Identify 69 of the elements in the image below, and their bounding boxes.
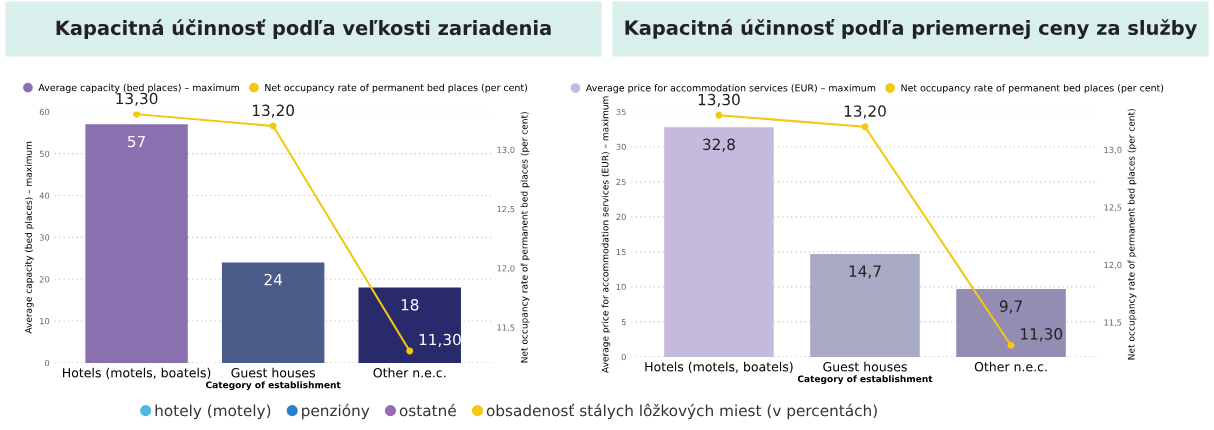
data-label: 32,8 (703, 138, 735, 152)
point (269, 122, 277, 130)
data-label: 13,20 (252, 104, 294, 118)
legend-label: Net occupancy rate of permanent bed places (per cent) (265, 83, 527, 93)
y2-tick-label: 12,5 (497, 205, 515, 214)
data-label: 57 (128, 135, 145, 148)
x-tick-label: Hotels (motels, boatels) (645, 361, 793, 373)
y-axis-title: Average capacity (bed places) – maximum (24, 141, 34, 334)
y-tick-label: 20 (616, 213, 626, 221)
y-tick-label: 30 (39, 234, 50, 241)
y-tick-label: 40 (39, 192, 50, 199)
chart-title: Kapacitná účinnosť podľa veľkosti zariadenia (56, 19, 551, 39)
point (133, 111, 141, 118)
point (715, 111, 723, 119)
y2-tick-label: 12,0 (497, 265, 515, 273)
y2-axis-title: Net occupancy rate of permanent bed places (per cent) (1127, 109, 1137, 360)
y-tick-label: 10 (40, 318, 50, 325)
text: ostatné (399, 403, 456, 417)
y-tick-label: 20 (39, 276, 50, 283)
x-tick-label: Other n.e.c. (974, 361, 1047, 372)
y-tick-label: 15 (616, 248, 626, 256)
data-label: 18 (401, 298, 419, 311)
bar (221, 262, 325, 363)
data-label: 11,30 (419, 333, 461, 347)
data-label: 11,30 (1021, 328, 1063, 342)
y-axis-title: Average price for accommodation services (EUR) – maximum (601, 96, 611, 373)
y-tick-label: 50 (39, 150, 50, 157)
y2-tick-label: 12,5 (1104, 204, 1122, 212)
x-tick-label: Hotels (motels, boatels) (63, 367, 211, 379)
legend-label: Net occupancy rate of permanent bed places (per cent) (901, 84, 1164, 94)
y-tick-label: 0 (621, 353, 626, 361)
legend-label: Average price for accommodation services (EUR) – maximum (585, 84, 876, 94)
text: hotely (motely) (155, 404, 271, 420)
y-tick-label: 25 (616, 178, 626, 186)
bar (810, 253, 920, 357)
data-label: 9,7 (999, 300, 1022, 314)
y-tick-label: 0 (45, 359, 50, 367)
y2-tick-label: 13,0 (497, 146, 515, 154)
y2-tick-label: 12,0 (1104, 261, 1122, 269)
y-tick-label: 5 (621, 318, 626, 326)
x-tick-label: Guest houses (231, 367, 315, 378)
text: obsadenosť stálych lôžkových miest (v percentách) (486, 403, 877, 420)
point (861, 123, 869, 131)
text: penzióny (302, 403, 370, 420)
y-tick-label: 10 (616, 283, 626, 291)
y-tick-label: 30 (616, 143, 626, 151)
data-label: 24 (264, 273, 283, 286)
y2-tick-label: 11,5 (497, 324, 515, 332)
legend-label: Average capacity (bed places) – maximum (38, 83, 239, 93)
point (1007, 341, 1015, 349)
x-axis-title: Category of establishment (206, 381, 341, 391)
y2-tick-label: 11,5 (1104, 319, 1122, 327)
y2-axis-title: Net occupancy rate of permanent bed places (per cent) (520, 112, 530, 363)
bar (956, 288, 1066, 357)
x-tick-label: Other n.e.c. (373, 367, 446, 378)
y2-tick-label: 13,0 (1104, 146, 1122, 154)
point (406, 347, 414, 355)
bar (664, 127, 774, 357)
y-tick-label: 35 (616, 108, 626, 116)
data-label: 14,7 (849, 265, 881, 279)
bar (85, 124, 188, 363)
x-tick-label: Guest houses (823, 361, 907, 372)
data-label: 13,20 (844, 105, 886, 119)
data-label: 13,30 (116, 92, 158, 106)
x-axis-title: Category of establishment (797, 375, 933, 385)
y-tick-label: 60 (39, 108, 50, 116)
chart-title: Kapacitná účinnosť podľa priemernej ceny za služby (625, 19, 1197, 39)
bar (358, 287, 461, 363)
data-label: 13,30 (698, 93, 740, 107)
